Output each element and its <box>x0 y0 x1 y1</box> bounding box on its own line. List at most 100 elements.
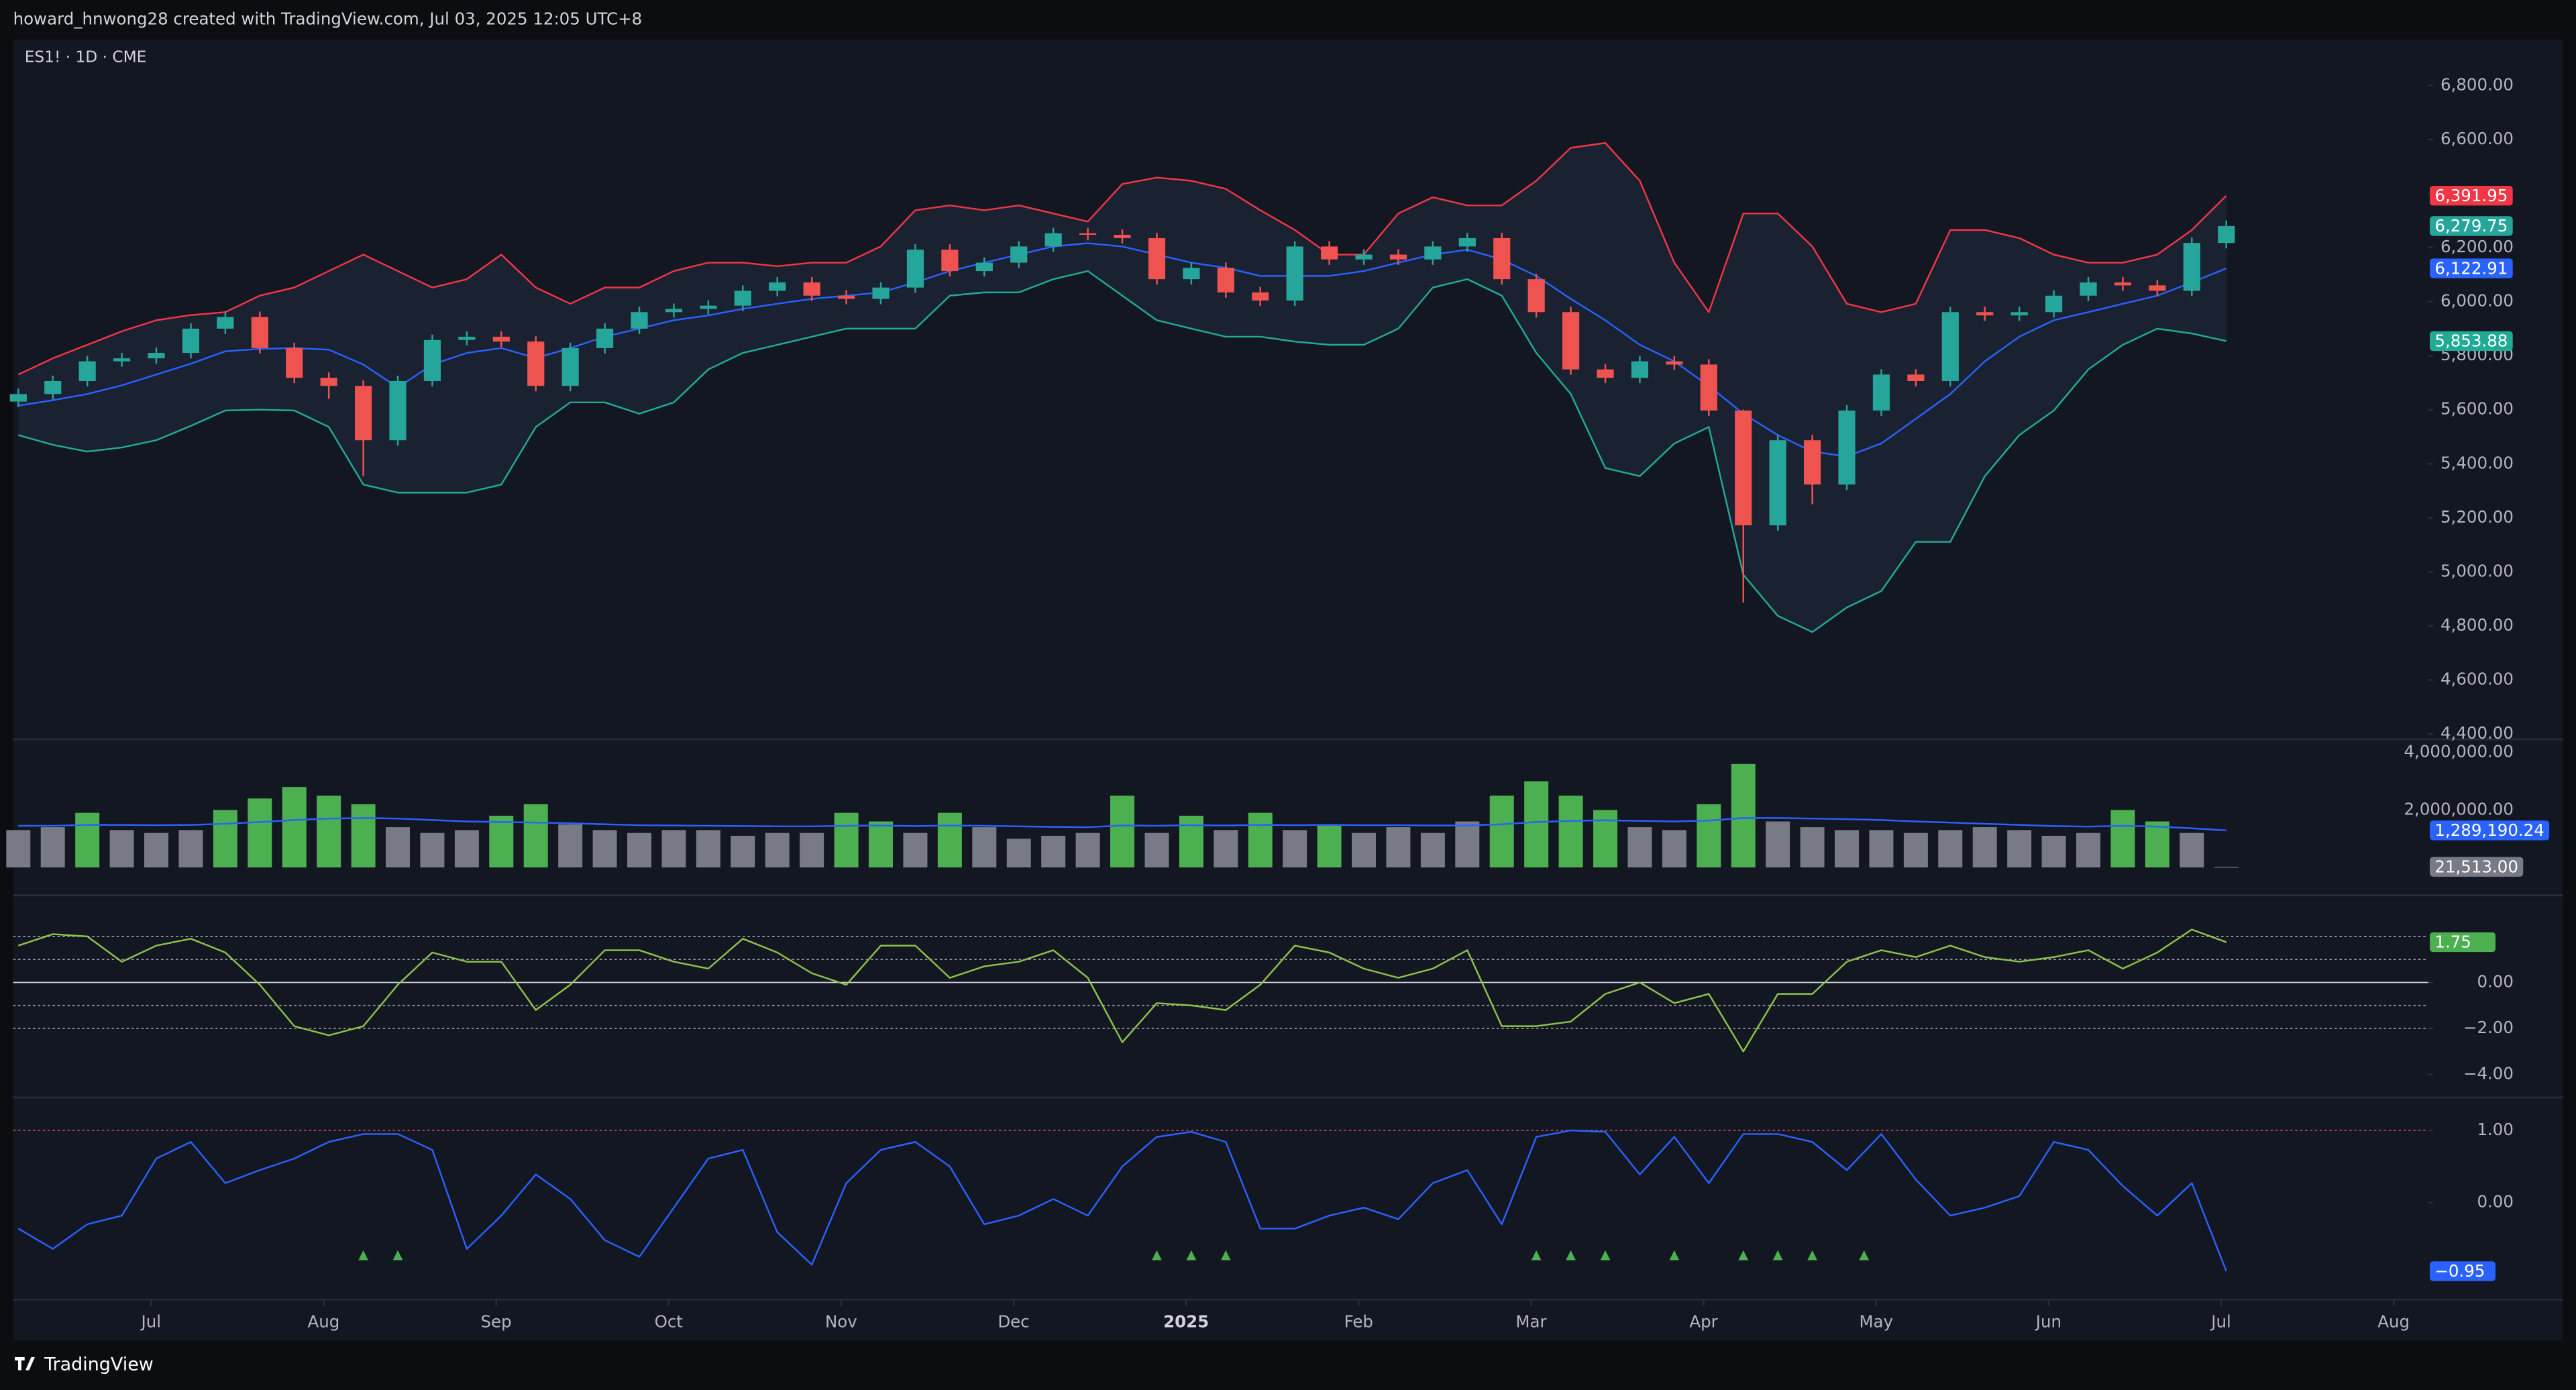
volume-bar <box>1869 830 1894 868</box>
candle-body <box>286 348 303 378</box>
series-line <box>17 270 2226 633</box>
x-tick-label: Feb <box>1344 1312 1373 1332</box>
volume-bar <box>1972 827 1997 868</box>
candle-body <box>527 341 545 386</box>
volume-bar <box>40 827 65 868</box>
logo-mark <box>15 1356 35 1371</box>
series-line <box>17 1129 2227 1272</box>
series-line <box>18 817 2226 832</box>
pane: 0.00 −2.00 −4.00 1.75 <box>13 928 2514 1083</box>
candle-body <box>1907 374 1925 382</box>
candle-body <box>1148 237 1166 280</box>
candle-body <box>423 339 441 382</box>
candle-body <box>872 287 890 299</box>
y-tick-label: 6,600.00 <box>2440 129 2514 148</box>
y-tick-label: 0.00 <box>2477 971 2513 991</box>
x-tick-label: Aug <box>308 1312 340 1332</box>
volume-bar <box>937 812 962 868</box>
candle-body <box>2149 285 2166 291</box>
candle-body <box>837 295 855 299</box>
candle-body <box>113 358 131 362</box>
volume-bar <box>317 795 341 868</box>
candle-body <box>1252 292 1269 301</box>
candle-body <box>44 381 62 394</box>
price-tag-bg <box>2430 857 2524 877</box>
chart-title: ES1! · 1D · CME <box>25 48 147 66</box>
candle-body <box>1700 364 1717 411</box>
y-tick-label: 5,200.00 <box>2440 507 2514 527</box>
pane: 1.00 0.00 −0.95 <box>13 1120 2514 1281</box>
price-tag-label: −0.95 <box>2434 1261 2485 1281</box>
series-line <box>17 928 2227 1053</box>
candle-body <box>1183 268 1200 280</box>
candle-body <box>700 305 717 309</box>
candle-body <box>1458 237 1476 247</box>
x-tick-label: 2025 <box>1163 1312 1209 1332</box>
signal-triangle <box>1669 1250 1680 1261</box>
candle-body <box>2183 243 2200 291</box>
volume-bar <box>1489 795 1514 868</box>
candle-body <box>1217 268 1234 292</box>
candle-body <box>1527 279 1545 313</box>
volume-bar <box>1558 795 1583 868</box>
candle-body <box>975 262 993 272</box>
candle-body <box>803 282 820 296</box>
signal-triangle <box>1186 1250 1197 1261</box>
x-tick-label: Nov <box>825 1312 857 1332</box>
volume-bar <box>834 812 859 868</box>
volume-bar <box>800 833 824 868</box>
volume-bar <box>1800 827 1825 868</box>
candle-body <box>1803 440 1821 485</box>
candle-body <box>458 336 476 340</box>
x-tick-label: Mar <box>1515 1312 1547 1332</box>
candle-body <box>251 317 268 348</box>
volume-bar <box>1420 833 1445 868</box>
volume-bar <box>1524 781 1549 868</box>
signal-triangle <box>1566 1250 1576 1261</box>
signal-triangle <box>1600 1250 1611 1261</box>
candle-body <box>1666 361 1683 365</box>
candle-body <box>217 317 234 329</box>
volume-bar <box>109 830 134 868</box>
candle-body <box>2045 295 2063 313</box>
volume-bar <box>1283 830 1307 868</box>
signal-triangle <box>1531 1250 1542 1261</box>
candle-body <box>1424 246 1442 260</box>
y-tick-label: 6,800.00 <box>2440 74 2514 94</box>
signal-triangle <box>1152 1250 1162 1261</box>
volume-bar <box>558 824 583 868</box>
y-tick-label: 2,000,000.00 <box>2404 799 2513 818</box>
volume-bar <box>1144 833 1169 868</box>
volume-bar <box>75 812 100 868</box>
signal-triangle <box>1220 1250 1231 1261</box>
volume-bar <box>1627 827 1652 868</box>
x-tick-label: Dec <box>998 1312 1029 1332</box>
candle-body <box>1838 410 1856 485</box>
candle-body <box>1079 233 1097 235</box>
volume-bar <box>1352 833 1377 868</box>
header-text: howard_hnwong28 created with TradingView… <box>13 9 643 28</box>
signal-triangle <box>358 1250 368 1261</box>
candle-body <box>1355 254 1373 260</box>
volume-bar <box>351 804 376 868</box>
volume-bar <box>213 810 237 868</box>
volume-bar <box>523 804 548 868</box>
volume-bar <box>1835 830 1860 868</box>
candle-body <box>1044 233 1062 247</box>
signal-triangle <box>1738 1250 1749 1261</box>
volume-bar <box>2180 833 2204 868</box>
pane: 4,400.00 4,600.00 4,800.00 5,000.00 5,200.00… <box>9 74 2514 743</box>
volume-bar <box>144 833 169 868</box>
price-tag-label: 1,289,190.24 <box>2434 820 2544 840</box>
candle-body <box>1597 369 1614 378</box>
volume-bar <box>386 827 411 868</box>
y-tick-label: −4.00 <box>2463 1064 2514 1083</box>
volume-bar <box>1938 830 1963 868</box>
volume-bar <box>1766 821 1790 868</box>
volume-bar <box>1731 763 1756 868</box>
volume-bar <box>2145 821 2169 868</box>
volume-bar <box>248 798 272 868</box>
candle-body <box>320 378 337 386</box>
volume-bar <box>696 830 720 868</box>
